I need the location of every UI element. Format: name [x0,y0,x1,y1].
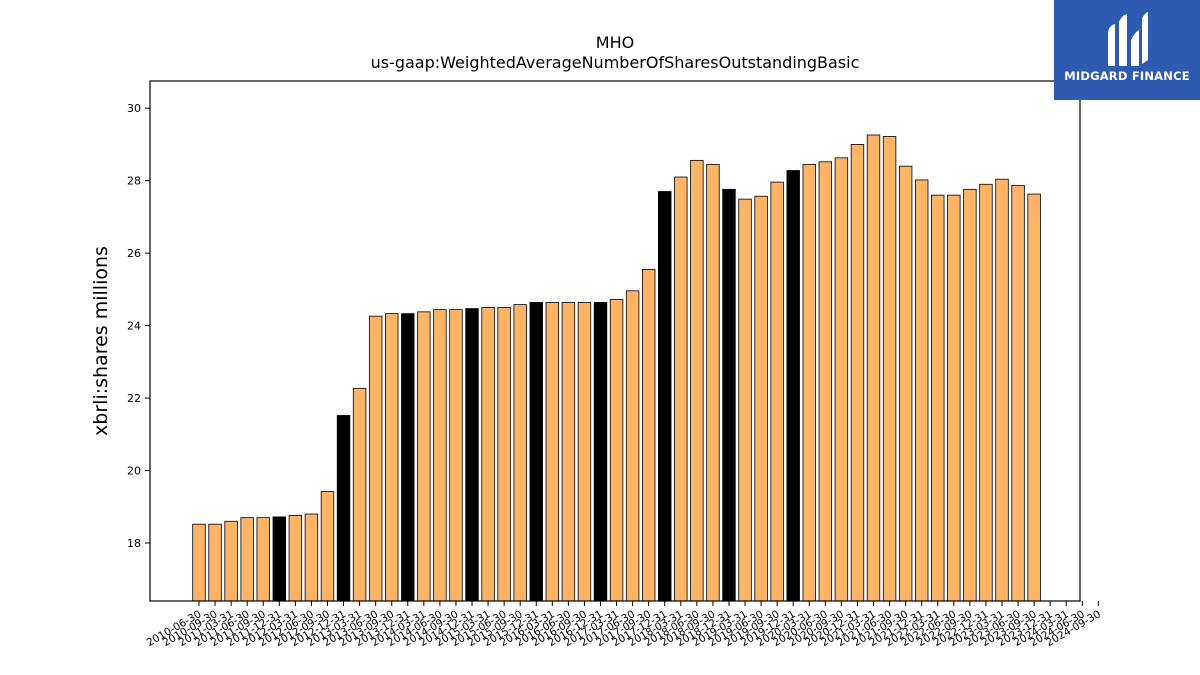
bar [368,315,383,602]
bar [417,311,431,602]
bar [256,517,270,602]
y-tick-label: 30 [127,102,141,115]
bar [979,183,993,602]
midgard-logo-icon [1108,12,1148,66]
bar [722,188,736,602]
bar [545,302,560,602]
bar [449,309,463,602]
bar [401,313,415,602]
bar [513,304,527,602]
bar [625,290,640,602]
bar [577,302,592,602]
bar [802,163,816,602]
y-tick-label: 26 [127,247,141,260]
bar [288,515,303,602]
bar [641,269,656,602]
bar [738,198,752,602]
chart-title: MHO [596,33,634,52]
bar [674,176,688,602]
bar [866,134,881,602]
bar [898,165,913,602]
bar [561,302,576,602]
brand-logo: MIDGARD FINANCE [1054,0,1200,100]
y-axis-label: xbrli:shares millions [90,246,112,436]
bar [1011,184,1025,602]
bar [497,307,511,602]
bar [850,144,865,602]
y-tick-label: 18 [127,537,141,550]
bar [465,308,479,602]
bar [320,491,335,602]
bar [304,513,319,602]
bar [834,157,849,602]
bar [786,170,800,602]
bar [192,523,206,602]
bar [931,194,945,602]
bar [385,313,399,602]
bar [882,136,897,602]
plot-frame [149,80,1081,602]
bar [963,188,977,602]
x-axis-ticks: 2010-06-302010-09-302011-03-312011-06-30… [145,601,1103,649]
bar [609,299,624,602]
bar [529,302,543,602]
chart-subtitle: us-gaap:WeightedAverageNumberOfSharesOut… [371,53,860,72]
bar [240,517,254,602]
bar [336,415,351,602]
brand-name: MIDGARD FINANCE [1064,69,1190,83]
bar [208,523,222,602]
y-tick-label: 24 [127,320,141,333]
bar [770,181,784,602]
bar [690,159,704,602]
bar [947,194,961,602]
bar-series [192,134,1041,602]
bar [995,178,1009,602]
bar [433,309,447,602]
bar [915,179,929,602]
bar [818,161,833,602]
bar [224,520,238,602]
y-tick-label: 28 [127,175,141,188]
bar [1027,193,1041,602]
bar [272,516,287,602]
bar [481,307,495,602]
y-tick-label: 22 [127,392,141,405]
y-tick-label: 20 [127,465,141,478]
bar [352,387,367,602]
bar [658,191,672,602]
bar [593,302,608,602]
bar [754,195,768,602]
bar [706,163,720,602]
y-axis-ticks: 18 20 22 24 26 28 30 [127,102,150,550]
